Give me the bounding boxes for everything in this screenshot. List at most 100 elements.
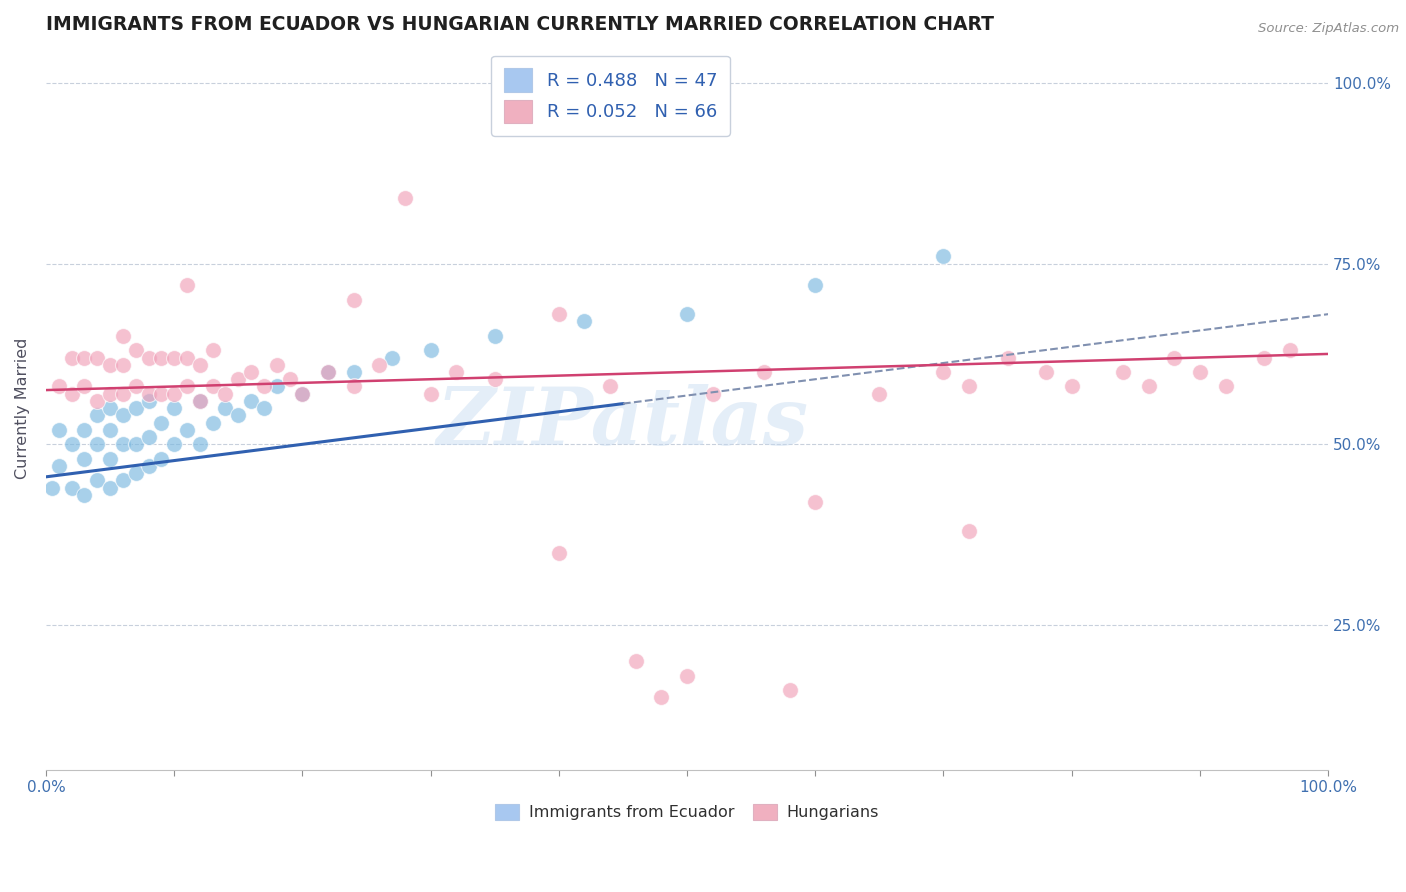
Point (957, 524, 980, 538)
Point (98, 481, 121, 495)
Point (266, 358, 288, 372)
Point (240, 393, 263, 408)
Point (291, 386, 314, 401)
Point (163, 401, 186, 416)
Point (343, 293, 366, 307)
Point (316, 365, 339, 379)
Point (41, 481, 63, 495)
Point (1137, 379, 1160, 393)
Point (779, 683, 801, 698)
Point (60, 437, 83, 451)
Point (676, 307, 699, 321)
Point (547, 307, 569, 321)
Point (419, 386, 441, 401)
Point (547, 546, 569, 560)
Point (1163, 351, 1185, 365)
Point (176, 423, 198, 437)
Legend: Immigrants from Ecuador, Hungarians: Immigrants from Ecuador, Hungarians (489, 797, 886, 827)
Point (932, 249, 955, 263)
Point (48, 379, 70, 393)
Point (125, 437, 148, 451)
Point (176, 278, 198, 293)
Point (278, 372, 301, 386)
Point (343, 365, 366, 379)
Point (138, 430, 160, 444)
Point (201, 379, 224, 393)
Point (1188, 365, 1211, 379)
Point (86, 351, 108, 365)
Point (48, 458, 70, 473)
Point (73, 488, 96, 502)
Text: Source: ZipAtlas.com: Source: ZipAtlas.com (1258, 22, 1399, 36)
Point (997, 351, 1019, 365)
Point (574, 314, 596, 328)
Point (419, 343, 441, 358)
Point (86, 393, 108, 408)
Point (484, 372, 506, 386)
Point (316, 365, 339, 379)
Point (804, 278, 827, 293)
Point (125, 467, 148, 481)
Point (86, 437, 108, 451)
Text: ZIPatlas: ZIPatlas (437, 384, 808, 461)
Point (932, 365, 955, 379)
Point (48, 423, 70, 437)
Point (446, 365, 468, 379)
Point (138, 386, 160, 401)
Point (73, 351, 96, 365)
Point (111, 358, 134, 372)
Point (98, 358, 121, 372)
Point (676, 668, 699, 682)
Point (201, 416, 224, 430)
Point (150, 386, 173, 401)
Point (484, 329, 506, 343)
Point (1215, 379, 1237, 393)
Point (60, 351, 83, 365)
Point (599, 379, 621, 393)
Point (343, 379, 366, 393)
Point (752, 365, 775, 379)
Point (650, 690, 672, 705)
Point (702, 386, 724, 401)
Point (86, 474, 108, 488)
Point (188, 393, 211, 408)
Point (98, 401, 121, 416)
Point (125, 379, 148, 393)
Point (125, 401, 148, 416)
Point (138, 458, 160, 473)
Point (368, 358, 391, 372)
Point (98, 423, 121, 437)
Point (86, 409, 108, 423)
Point (163, 386, 186, 401)
Point (291, 386, 314, 401)
Point (176, 351, 198, 365)
Point (253, 379, 276, 393)
Point (188, 437, 211, 451)
Point (1253, 351, 1275, 365)
Point (111, 386, 134, 401)
Point (73, 379, 96, 393)
Point (73, 451, 96, 466)
Point (624, 654, 647, 668)
Point (394, 192, 416, 206)
Point (1278, 343, 1301, 358)
Point (804, 495, 827, 509)
Point (111, 474, 134, 488)
Point (266, 379, 288, 393)
Point (98, 451, 121, 466)
Point (240, 365, 263, 379)
Point (253, 401, 276, 416)
Point (176, 379, 198, 393)
Point (111, 409, 134, 423)
Point (214, 386, 236, 401)
Point (163, 437, 186, 451)
Point (214, 401, 236, 416)
Point (111, 329, 134, 343)
Point (188, 358, 211, 372)
Point (111, 437, 134, 451)
Point (60, 481, 83, 495)
Y-axis label: Currently Married: Currently Married (15, 337, 30, 479)
Point (150, 451, 173, 466)
Point (138, 393, 160, 408)
Point (98, 386, 121, 401)
